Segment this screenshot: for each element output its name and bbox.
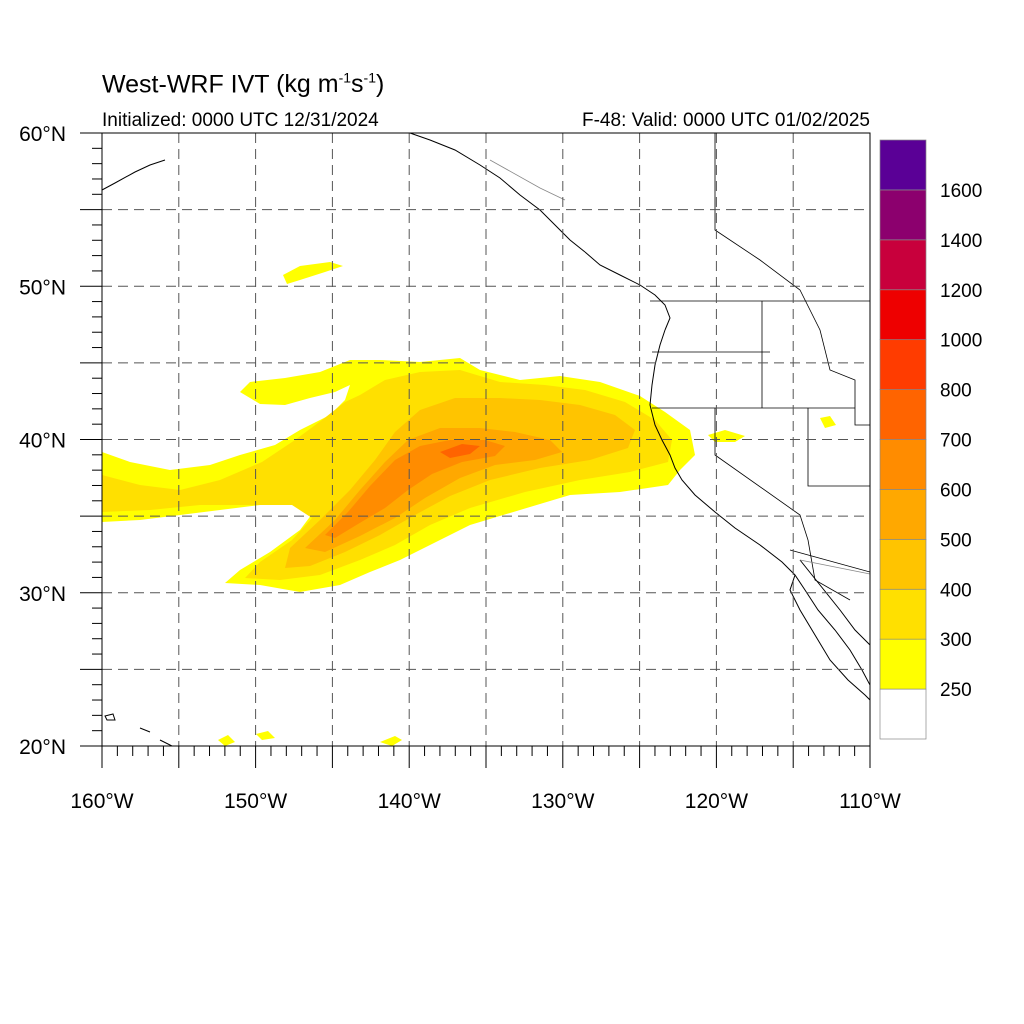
colorbar-level-label: 800	[940, 381, 972, 402]
interior-border	[714, 133, 870, 426]
colorbar	[879, 139, 927, 740]
axis-ticks	[80, 132, 871, 768]
colorbar-swatch	[879, 139, 927, 191]
lat-label: 40°N	[19, 430, 66, 453]
colorbar-level-label: 300	[940, 630, 972, 651]
west-coast	[649, 329, 870, 686]
ivt-field	[102, 262, 836, 746]
colorbar-level-label: 600	[940, 480, 972, 501]
colorbar-level-label: 700	[940, 431, 972, 452]
colorbar-level-label: 1000	[940, 331, 982, 352]
valid-time-label: F-48: Valid: 0000 UTC 01/02/2025	[582, 110, 870, 131]
colorbar-swatch	[879, 389, 927, 440]
colorbar-level-label: 500	[940, 530, 972, 551]
map-title: West-WRF IVT (kg m-1s-1)	[102, 70, 384, 99]
ivt-contour-700	[440, 444, 480, 458]
baja-coast	[789, 574, 870, 701]
nevada-border	[714, 408, 809, 541]
colorbar-level-label: 1200	[940, 281, 982, 302]
colorbar-labels: 250 300 400 500 600 700 800 1000 1200 1400 1600	[940, 181, 982, 701]
gulf-california	[799, 559, 870, 646]
lat-label: 60°N	[19, 123, 66, 146]
lat-label: 30°N	[19, 583, 66, 606]
lon-label: 130°W	[531, 790, 594, 813]
colorbar-swatch	[879, 489, 927, 540]
map-grid	[102, 133, 870, 746]
lat-label: 50°N	[19, 276, 66, 299]
bc-coast	[584, 251, 671, 331]
colorbar-swatch	[879, 439, 927, 490]
initialized-label: Initialized: 0000 UTC 12/31/2024	[102, 110, 379, 131]
mexico-border	[789, 549, 870, 573]
lon-label: 140°W	[378, 790, 441, 813]
alaska-coast	[409, 133, 586, 253]
colorbar-swatch	[879, 189, 927, 241]
colorbar-level-label: 1600	[940, 181, 982, 202]
az-border	[807, 539, 851, 601]
title-text: West-WRF IVT	[102, 70, 270, 99]
colorbar-swatch	[879, 588, 927, 640]
lon-label: 120°W	[685, 790, 748, 813]
units-label: (kg m-1s-1)	[276, 70, 385, 99]
lat-labels: 60°N 50°N 40°N 30°N 20°N	[19, 123, 66, 759]
hawaii-islands	[104, 713, 174, 746]
ivt-patch-east	[708, 416, 836, 442]
lat-label: 20°N	[19, 736, 66, 759]
ivt-contour-600	[325, 440, 505, 538]
lon-labels: 160°W 150°W 140°W 130°W 120°W 110°W	[70, 790, 901, 813]
colorbar-swatch	[879, 239, 927, 291]
colorbar-swatch	[879, 538, 927, 590]
state-borders	[650, 133, 870, 601]
lon-label: 160°W	[70, 790, 133, 813]
colorbar-level-label: 400	[940, 580, 972, 601]
ivt-patch-north	[283, 262, 343, 284]
colorbar-level-label: 1400	[940, 231, 982, 252]
utah-border	[807, 408, 870, 487]
colorbar-swatch	[879, 688, 927, 740]
colorbar-swatch	[879, 339, 927, 390]
colorbar-swatch	[879, 638, 927, 690]
ivt-patch-south	[218, 731, 402, 746]
thin-borders	[489, 159, 871, 575]
colorbar-level-label: 250	[940, 680, 972, 701]
lon-label: 110°W	[839, 790, 901, 813]
colorbar-swatch	[879, 289, 927, 341]
ivt-contour-500	[305, 428, 562, 552]
aleutian-coast	[102, 159, 166, 191]
lon-label: 150°W	[224, 790, 287, 813]
